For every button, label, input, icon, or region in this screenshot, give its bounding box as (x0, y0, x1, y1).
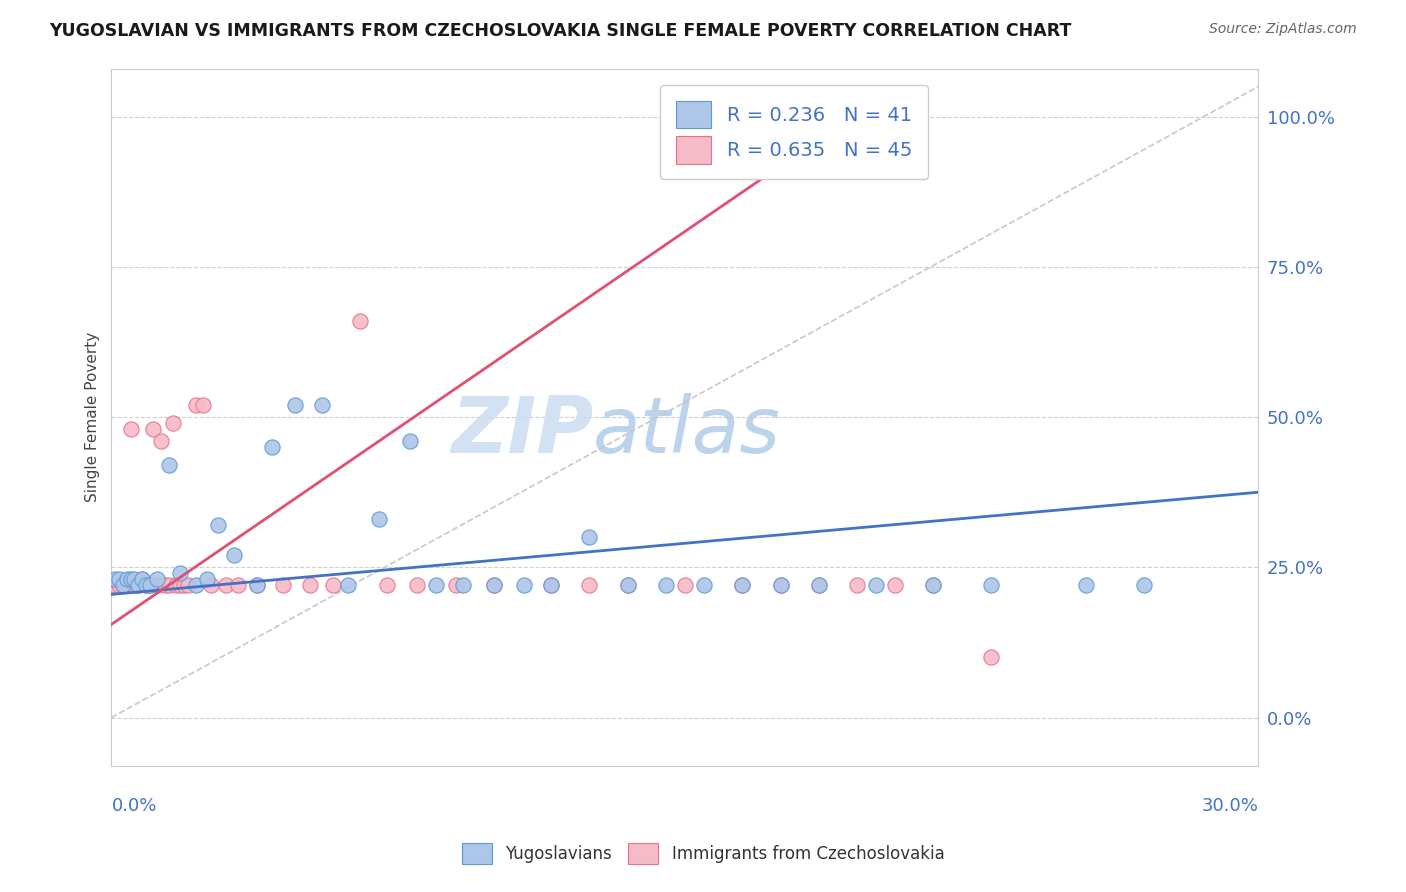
Point (162, 416, 184, 430)
Point (115, 578, 138, 592)
Point (368, 512, 391, 526)
Point (260, 440, 283, 454)
Point (115, 572, 138, 586)
Point (322, 578, 344, 592)
Point (120, 572, 142, 586)
Y-axis label: Single Female Poverty: Single Female Poverty (86, 332, 100, 502)
Point (731, 578, 754, 592)
Point (169, 578, 191, 592)
Legend: R = 0.236   N = 41, R = 0.635   N = 45: R = 0.236 N = 41, R = 0.635 N = 45 (661, 86, 928, 179)
Point (124, 578, 146, 592)
Point (104, 572, 127, 586)
Point (425, 578, 447, 592)
Point (104, 578, 127, 592)
Point (731, 578, 754, 592)
Point (177, 578, 200, 592)
Point (124, 572, 146, 586)
Point (193, 398, 215, 412)
Point (693, 578, 716, 592)
Point (165, 578, 187, 592)
Point (578, 578, 600, 592)
Point (865, 578, 887, 592)
Point (200, 578, 222, 592)
Point (616, 578, 638, 592)
Point (153, 578, 176, 592)
Point (146, 572, 169, 586)
Point (169, 566, 191, 581)
Point (451, 578, 474, 592)
Point (540, 578, 562, 592)
Point (444, 578, 467, 592)
Point (578, 530, 600, 544)
Point (184, 578, 207, 592)
Point (482, 578, 505, 592)
Point (311, 398, 333, 412)
Point (349, 314, 371, 328)
Text: 0.0%: 0.0% (111, 797, 157, 815)
Point (108, 572, 131, 586)
Point (150, 434, 173, 449)
Point (922, 578, 945, 592)
Legend: Yugoslavians, Immigrants from Czechoslovakia: Yugoslavians, Immigrants from Czechoslov… (456, 837, 950, 871)
Point (980, 650, 1002, 665)
Point (146, 578, 169, 592)
Point (406, 578, 429, 592)
Point (769, 578, 792, 592)
Point (616, 578, 638, 592)
Point (513, 578, 536, 592)
Point (111, 578, 134, 592)
Point (540, 578, 562, 592)
Point (337, 578, 360, 592)
Point (482, 578, 505, 592)
Point (884, 578, 907, 592)
Point (769, 578, 792, 592)
Text: YUGOSLAVIAN VS IMMIGRANTS FROM CZECHOSLOVAKIA SINGLE FEMALE POVERTY CORRELATION : YUGOSLAVIAN VS IMMIGRANTS FROM CZECHOSLO… (49, 22, 1071, 40)
Point (127, 578, 149, 592)
Point (299, 578, 322, 592)
Point (195, 572, 218, 586)
Point (398, 434, 420, 449)
Point (131, 572, 153, 586)
Point (127, 578, 149, 592)
Point (111, 578, 134, 592)
Point (173, 578, 195, 592)
Point (807, 578, 830, 592)
Point (120, 422, 142, 436)
Point (184, 398, 207, 412)
Point (846, 578, 869, 592)
Point (215, 578, 238, 592)
Point (673, 578, 696, 592)
Point (226, 578, 249, 592)
Point (1132, 578, 1154, 592)
Point (375, 578, 398, 592)
Point (135, 578, 157, 592)
Text: ZIP: ZIP (451, 393, 593, 469)
Point (157, 578, 180, 592)
Text: Source: ZipAtlas.com: Source: ZipAtlas.com (1209, 22, 1357, 37)
Text: atlas: atlas (593, 393, 780, 469)
Point (207, 518, 229, 533)
Point (273, 578, 295, 592)
Point (138, 578, 160, 592)
Text: 30.0%: 30.0% (1202, 797, 1258, 815)
Point (1076, 578, 1098, 592)
Point (980, 578, 1002, 592)
Point (131, 572, 153, 586)
Point (138, 578, 160, 592)
Point (142, 422, 165, 436)
Point (108, 578, 131, 592)
Point (157, 458, 180, 472)
Point (807, 578, 830, 592)
Point (222, 549, 245, 563)
Point (922, 578, 945, 592)
Point (284, 398, 307, 412)
Point (655, 578, 678, 592)
Point (135, 578, 157, 592)
Point (246, 578, 269, 592)
Point (246, 578, 269, 592)
